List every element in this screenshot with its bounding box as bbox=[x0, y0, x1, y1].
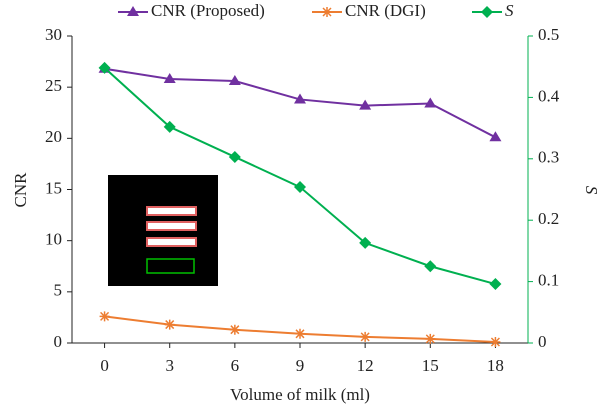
marker bbox=[230, 325, 240, 335]
y-tick-label: 0 bbox=[54, 332, 63, 351]
x-tick-label: 9 bbox=[296, 356, 305, 375]
y-tick-label: 10 bbox=[45, 230, 62, 249]
marker bbox=[229, 151, 241, 163]
marker bbox=[489, 278, 501, 290]
legend-label: S bbox=[505, 1, 514, 20]
x-tick-label: 18 bbox=[487, 356, 504, 375]
y2-tick-label: 0 bbox=[538, 332, 547, 351]
inset-image bbox=[108, 175, 218, 286]
x-tick-label: 0 bbox=[100, 356, 109, 375]
legend-label: CNR (Proposed) bbox=[151, 1, 265, 20]
y-tick-label: 30 bbox=[45, 25, 62, 44]
marker bbox=[165, 320, 175, 330]
marker bbox=[322, 7, 332, 17]
y2-tick-label: 0.1 bbox=[538, 271, 559, 290]
y-tick-label: 20 bbox=[45, 127, 62, 146]
chart: Volume of milk (ml) CNR S 05101520253000… bbox=[0, 0, 602, 408]
x-axis-label: Volume of milk (ml) bbox=[230, 385, 370, 404]
x-tick-label: 15 bbox=[422, 356, 439, 375]
marker bbox=[425, 334, 435, 344]
y2-tick-label: 0.4 bbox=[538, 86, 560, 105]
marker bbox=[489, 131, 501, 141]
marker bbox=[481, 6, 493, 18]
legend-label: CNR (DGI) bbox=[345, 1, 426, 20]
x-tick-label: 3 bbox=[165, 356, 174, 375]
marker bbox=[424, 98, 436, 108]
x-tick-label: 12 bbox=[357, 356, 374, 375]
x-tick-label: 6 bbox=[231, 356, 240, 375]
y2-tick-label: 0.5 bbox=[538, 25, 559, 44]
marker bbox=[490, 337, 500, 347]
y2-tick-label: 0.3 bbox=[538, 148, 559, 167]
y2-tick-label: 0.2 bbox=[538, 209, 559, 228]
marker bbox=[295, 329, 305, 339]
y2-axis-label: S bbox=[582, 186, 601, 195]
y-tick-label: 15 bbox=[45, 178, 62, 197]
y-tick-label: 5 bbox=[54, 281, 63, 300]
marker bbox=[100, 311, 110, 321]
y-tick-label: 25 bbox=[45, 76, 62, 95]
marker bbox=[424, 260, 436, 272]
marker bbox=[360, 332, 370, 342]
y-axis-label: CNR bbox=[11, 172, 30, 208]
